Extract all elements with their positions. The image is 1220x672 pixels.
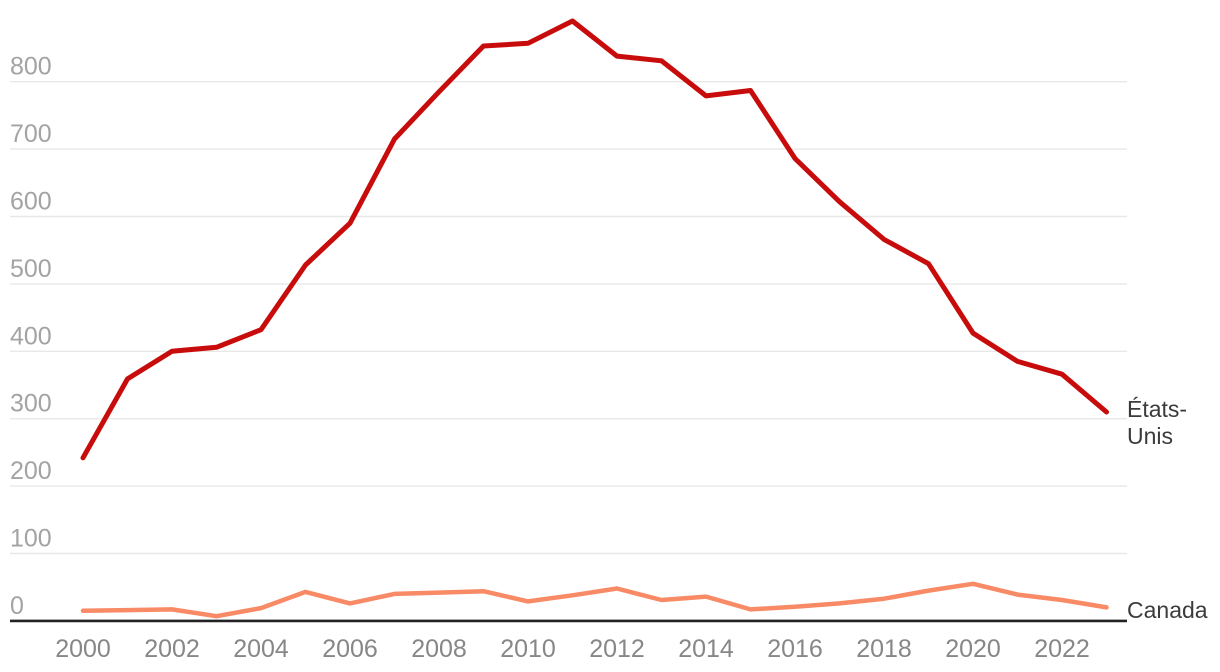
x-tick-label: 2012 — [589, 635, 645, 663]
series-end-label-line: Unis — [1127, 423, 1174, 449]
etats-unis-line — [80, 18, 1109, 461]
x-tick-label: 2014 — [678, 635, 734, 663]
series-end-label-line: États- — [1127, 396, 1188, 422]
y-tick-label: 100 — [10, 525, 52, 553]
x-tick-label: 2008 — [411, 635, 467, 663]
x-tick-label: 2022 — [1034, 635, 1090, 663]
series-end-label-etats-unis: États- Unis — [1127, 396, 1187, 450]
x-tick-label: 2010 — [500, 635, 556, 663]
canada-line — [80, 581, 1109, 619]
y-tick-label: 700 — [10, 120, 52, 148]
y-tick-label: 400 — [10, 322, 52, 350]
y-tick-label: 300 — [10, 390, 52, 418]
series-end-label-line: Canada — [1127, 597, 1208, 623]
x-tick-label: 2016 — [767, 635, 823, 663]
y-tick-label: 200 — [10, 457, 52, 485]
x-tick-label: 2002 — [144, 635, 200, 663]
y-tick-label: 0 — [10, 592, 24, 620]
x-tick-label: 2006 — [322, 635, 378, 663]
x-tick-label: 2018 — [856, 635, 912, 663]
series-end-label-canada: Canada — [1127, 597, 1208, 624]
x-tick-label: 2000 — [55, 635, 111, 663]
x-tick-label: 2020 — [945, 635, 1001, 663]
y-tick-label: 800 — [10, 53, 52, 81]
x-tick-label: 2004 — [233, 635, 289, 663]
y-tick-label: 500 — [10, 255, 52, 283]
y-tick-label: 600 — [10, 188, 52, 216]
